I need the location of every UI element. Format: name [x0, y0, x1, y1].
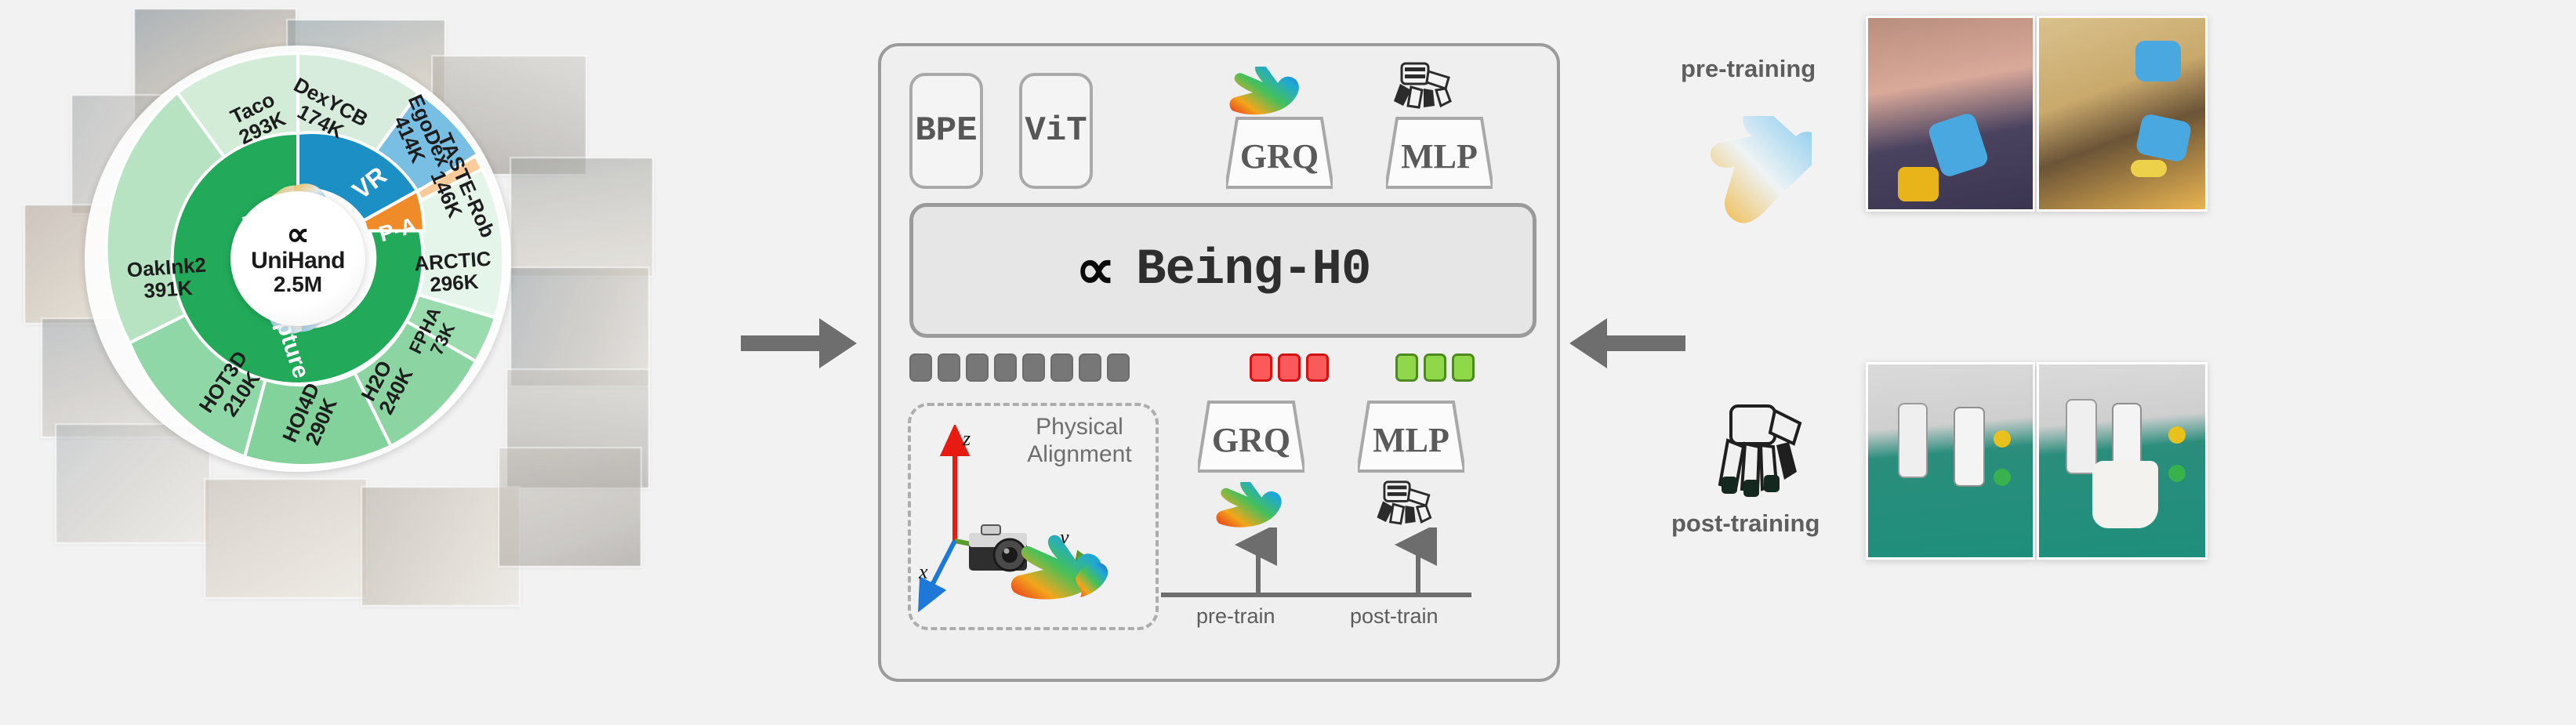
physical-alignment-title: Physical Alignment — [1013, 414, 1146, 469]
donut-inner-segment — [361, 188, 426, 233]
token-gray — [1107, 353, 1130, 382]
token-gray — [1079, 353, 1101, 382]
post-training-video-1 — [1866, 362, 2035, 560]
collage-photo — [498, 447, 642, 567]
camera-icon — [969, 524, 1027, 572]
module-grq-top-label: GRQ — [1239, 136, 1319, 176]
collage-photo — [361, 486, 521, 607]
arrow-right-to-mid — [1568, 312, 1685, 375]
architecture-panel: BPE ViT GRQ — [878, 43, 1560, 682]
physical-alignment-line1: Physical — [1036, 414, 1123, 440]
module-grq-top[interactable]: GRQ — [1226, 117, 1333, 189]
segment-value-oakink2: 391K — [143, 276, 193, 303]
hand-mesh-icon — [1209, 478, 1300, 532]
flow-label-post-train: post-train — [1350, 604, 1439, 628]
encoder-row: BPE ViT GRQ — [909, 62, 1537, 189]
dataset-wheel-panel: Taco 293K DexYCB 174K EgoDex 414K TASTE-… — [0, 0, 659, 725]
pre-training-video-2 — [2037, 16, 2208, 212]
hand-mesh-icon — [1705, 106, 1823, 226]
dataset-count: 2.5M — [273, 272, 323, 297]
token-red — [1250, 353, 1272, 382]
model-name: Being-H0 — [1136, 242, 1371, 299]
module-mlp-bottom[interactable]: MLP — [1358, 401, 1464, 473]
pre-training-video-1 — [1866, 16, 2035, 212]
module-vit[interactable]: ViT — [1019, 73, 1093, 189]
token-green — [1452, 353, 1475, 382]
segment-label-oakink2: OakInk2 — [126, 253, 207, 282]
segment-label-arctic: ARCTIC — [413, 247, 492, 276]
module-mlp-bottom-label: MLP — [1373, 420, 1449, 459]
token-gray — [1022, 353, 1045, 382]
collage-photo — [510, 266, 650, 387]
robot-hand-icon — [1701, 392, 1811, 509]
token-gray — [938, 353, 960, 382]
axis-label-x: x — [918, 560, 928, 583]
segment-value-arctic: 296K — [429, 270, 479, 296]
token-green — [1424, 353, 1446, 382]
alpha-logo-icon: ∝ — [285, 216, 310, 253]
results-panel: pre-training — [1584, 0, 2576, 725]
collage-photo — [510, 157, 654, 277]
model-box[interactable]: ∝ Being-H0 — [909, 203, 1537, 338]
module-mlp-top-label: MLP — [1401, 136, 1478, 176]
robot-hand-icon — [1388, 60, 1474, 120]
collage-photo — [204, 478, 368, 599]
arrow-left-to-mid — [741, 312, 858, 375]
module-mlp-top[interactable]: MLP — [1386, 117, 1493, 189]
physical-alignment-box: Physical Alignment — [908, 403, 1159, 630]
dataset-name: UniHand — [251, 247, 345, 274]
token-gray — [966, 353, 989, 382]
module-grq-bottom-label: GRQ — [1211, 420, 1291, 459]
token-red — [1278, 353, 1301, 382]
wheel-center-hub: ∝ UniHand 2.5M — [230, 191, 365, 326]
module-grq-bottom[interactable]: GRQ — [1198, 401, 1304, 473]
token-red — [1306, 353, 1329, 382]
axis-label-z: z — [962, 427, 971, 450]
token-gray — [909, 353, 932, 382]
dataset-donut-chart: Taco 293K DexYCB 174K EgoDex 414K TASTE-… — [78, 39, 517, 478]
flow-label-pre-train: pre-train — [1196, 604, 1275, 628]
robot-hand-icon — [1369, 479, 1455, 535]
hand-mesh-icon — [1010, 535, 1108, 600]
coordinate-axes: z y x — [918, 425, 1108, 613]
token-gray — [994, 353, 1017, 382]
post-training-video-2 — [2037, 362, 2208, 560]
physical-alignment-line2: Alignment — [1027, 440, 1132, 467]
hand-mesh-icon — [1223, 63, 1317, 120]
collage-photo — [55, 423, 211, 544]
alpha-logo-icon: ∝ — [1075, 238, 1116, 302]
module-bpe[interactable]: BPE — [909, 73, 983, 189]
token-green — [1395, 353, 1418, 382]
stage-label-post-training: post-training — [1671, 509, 1820, 537]
training-flow-arrows — [1161, 527, 1471, 597]
stage-label-pre-training: pre-training — [1681, 55, 1816, 82]
token-row — [909, 353, 1537, 383]
token-gray — [1050, 353, 1073, 382]
